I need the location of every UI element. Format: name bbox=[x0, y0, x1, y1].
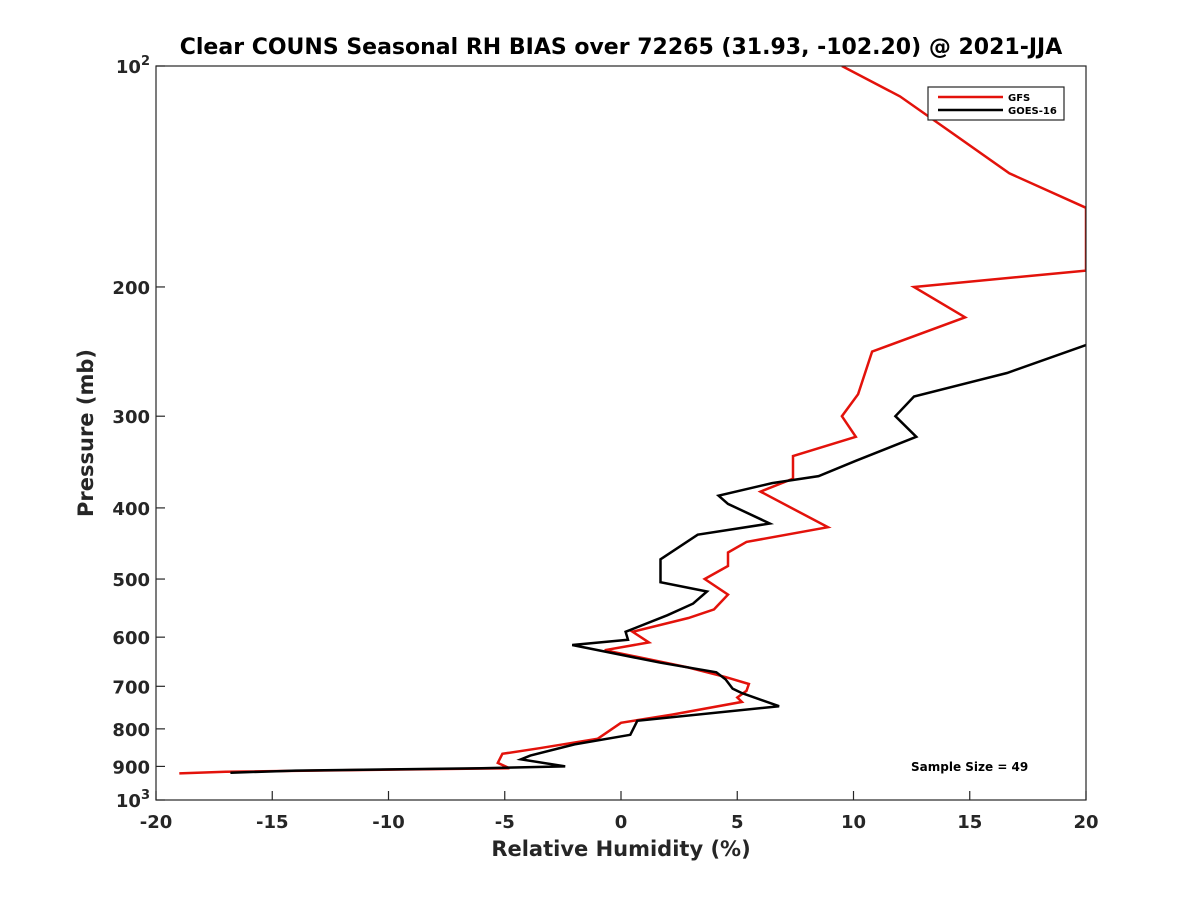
y-axis-label: Pressure (mb) bbox=[74, 349, 98, 517]
x-axis-label: Relative Humidity (%) bbox=[491, 837, 750, 861]
x-tick-label: 20 bbox=[1073, 812, 1098, 833]
y-tick-label: 102 bbox=[116, 54, 150, 78]
x-tick-label: 10 bbox=[841, 812, 866, 833]
y-tick-label: 700 bbox=[112, 677, 150, 698]
y-tick-label: 500 bbox=[112, 570, 150, 591]
y-tick-label: 900 bbox=[112, 757, 150, 778]
legend-label-gfs: GFS bbox=[1008, 93, 1030, 104]
x-tick-label: 5 bbox=[731, 812, 744, 833]
x-tick-label: -15 bbox=[256, 812, 289, 833]
series-line-gfs bbox=[179, 66, 1086, 775]
x-axis: -20 -15 -10 -5 0 5 10 15 20 bbox=[140, 791, 1099, 833]
y-tick-label: 300 bbox=[112, 407, 150, 428]
legend-box bbox=[927, 86, 1065, 121]
y-tick-label: 103 bbox=[116, 788, 150, 812]
series-layer bbox=[179, 66, 1086, 775]
plot-frame bbox=[155, 65, 1087, 801]
legend: GFS GOES-16 bbox=[927, 86, 1065, 121]
y-tick-label: 200 bbox=[112, 278, 150, 299]
y-axis: 102 200 300 400 500 600 700 800 900 103 bbox=[112, 54, 165, 812]
legend-label-goes16: GOES-16 bbox=[1008, 106, 1057, 117]
x-tick-label: -5 bbox=[495, 812, 515, 833]
y-tick-label: 600 bbox=[112, 628, 150, 649]
series-line-goes-16 bbox=[230, 343, 1086, 774]
x-tick-label: 15 bbox=[957, 812, 982, 833]
x-tick-label: -20 bbox=[140, 812, 173, 833]
x-tick-label: -10 bbox=[372, 812, 405, 833]
sample-size-annotation: Sample Size = 49 bbox=[911, 760, 1028, 774]
y-tick-label: 400 bbox=[112, 499, 150, 520]
y-tick-label: 800 bbox=[112, 720, 150, 741]
x-tick-label: 0 bbox=[615, 812, 628, 833]
chart-title: Clear COUNS Seasonal RH BIAS over 72265 … bbox=[180, 35, 1063, 60]
